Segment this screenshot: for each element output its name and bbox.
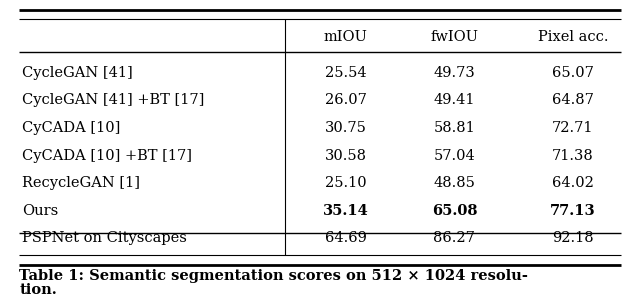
Text: fwIOU: fwIOU	[430, 30, 479, 44]
Text: 49.41: 49.41	[434, 93, 475, 108]
Text: 86.27: 86.27	[433, 231, 476, 246]
Text: 57.04: 57.04	[433, 148, 476, 163]
Text: CycleGAN [41]: CycleGAN [41]	[22, 66, 133, 80]
Text: 26.07: 26.07	[324, 93, 367, 108]
Text: 71.38: 71.38	[552, 148, 594, 163]
Text: 72.71: 72.71	[552, 121, 593, 135]
Text: CyCADA [10]: CyCADA [10]	[22, 121, 121, 135]
Text: Table 1: Semantic segmentation scores on 512 × 1024 resolu-: Table 1: Semantic segmentation scores on…	[19, 268, 528, 283]
Text: 49.73: 49.73	[433, 66, 476, 80]
Text: CyCADA [10] +BT [17]: CyCADA [10] +BT [17]	[22, 148, 193, 163]
Text: 35.14: 35.14	[323, 204, 369, 218]
Text: 92.18: 92.18	[552, 231, 594, 246]
Text: mIOU: mIOU	[324, 30, 367, 44]
Text: tion.: tion.	[19, 283, 57, 297]
Text: RecycleGAN [1]: RecycleGAN [1]	[22, 176, 140, 190]
Text: 58.81: 58.81	[433, 121, 476, 135]
Text: 25.54: 25.54	[324, 66, 367, 80]
Text: 30.58: 30.58	[324, 148, 367, 163]
Text: 64.69: 64.69	[324, 231, 367, 246]
Text: 25.10: 25.10	[324, 176, 367, 190]
Text: 65.08: 65.08	[431, 204, 477, 218]
Text: PSPNet on Cityscapes: PSPNet on Cityscapes	[22, 231, 188, 246]
Text: Pixel acc.: Pixel acc.	[538, 30, 608, 44]
Text: 48.85: 48.85	[433, 176, 476, 190]
Text: Ours: Ours	[22, 204, 59, 218]
Text: 64.87: 64.87	[552, 93, 594, 108]
Text: 30.75: 30.75	[324, 121, 367, 135]
Text: 77.13: 77.13	[550, 204, 596, 218]
Text: CycleGAN [41] +BT [17]: CycleGAN [41] +BT [17]	[22, 93, 205, 108]
Text: 64.02: 64.02	[552, 176, 594, 190]
Text: 65.07: 65.07	[552, 66, 594, 80]
